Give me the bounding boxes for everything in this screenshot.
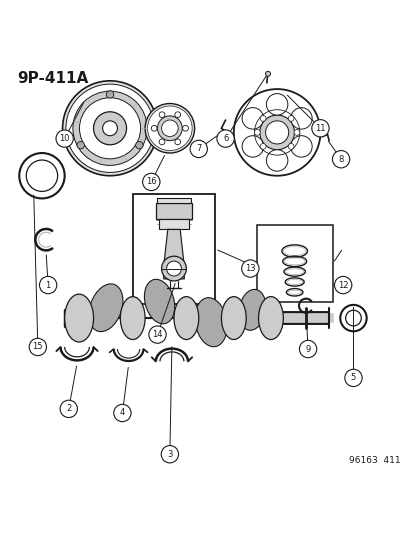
Text: 7: 7	[196, 144, 201, 154]
Circle shape	[145, 103, 194, 153]
Circle shape	[66, 84, 154, 172]
Circle shape	[242, 136, 263, 157]
Circle shape	[56, 130, 73, 147]
Circle shape	[157, 116, 182, 141]
Circle shape	[62, 81, 157, 176]
Circle shape	[147, 106, 192, 150]
Ellipse shape	[173, 297, 198, 340]
Ellipse shape	[238, 289, 265, 330]
Circle shape	[73, 91, 147, 165]
Text: 12: 12	[337, 280, 348, 289]
Circle shape	[159, 112, 164, 118]
Text: 10: 10	[59, 134, 70, 143]
Circle shape	[290, 136, 311, 157]
Text: 16: 16	[146, 177, 156, 187]
Text: 9: 9	[305, 344, 310, 353]
Text: 4: 4	[119, 408, 125, 417]
Text: 2: 2	[66, 405, 71, 414]
Bar	[256, 225, 332, 302]
Circle shape	[77, 141, 84, 149]
Text: 11: 11	[314, 124, 325, 133]
Circle shape	[216, 130, 234, 147]
Circle shape	[344, 369, 361, 386]
Circle shape	[102, 121, 117, 136]
Circle shape	[159, 139, 164, 145]
Circle shape	[265, 121, 288, 144]
Circle shape	[60, 400, 77, 417]
Ellipse shape	[120, 297, 145, 340]
Bar	[158, 219, 189, 229]
Ellipse shape	[195, 297, 227, 347]
Circle shape	[260, 116, 266, 122]
Circle shape	[287, 143, 293, 149]
Text: 3: 3	[167, 450, 172, 459]
Circle shape	[161, 120, 178, 136]
Circle shape	[174, 112, 180, 118]
Circle shape	[293, 130, 299, 135]
Circle shape	[114, 405, 131, 422]
Text: 15: 15	[33, 343, 43, 351]
Circle shape	[174, 139, 180, 145]
Circle shape	[151, 125, 157, 131]
Bar	[156, 203, 191, 219]
Circle shape	[161, 446, 178, 463]
Circle shape	[79, 98, 140, 159]
Text: 13: 13	[244, 264, 255, 273]
Circle shape	[135, 141, 143, 149]
Circle shape	[190, 140, 207, 158]
Circle shape	[142, 173, 159, 191]
Circle shape	[265, 71, 270, 76]
Circle shape	[39, 277, 57, 294]
Text: 5: 5	[350, 374, 355, 382]
Circle shape	[311, 119, 328, 137]
Circle shape	[260, 143, 266, 149]
Polygon shape	[163, 229, 184, 279]
Circle shape	[266, 150, 287, 171]
Circle shape	[29, 338, 46, 356]
Circle shape	[334, 277, 351, 294]
Circle shape	[287, 116, 293, 122]
Circle shape	[259, 115, 294, 150]
Circle shape	[161, 256, 186, 281]
Circle shape	[254, 130, 260, 135]
Circle shape	[299, 341, 316, 358]
Ellipse shape	[144, 279, 174, 324]
Text: 9P-411A: 9P-411A	[17, 70, 88, 85]
Circle shape	[182, 125, 188, 131]
Ellipse shape	[258, 297, 282, 340]
Text: 14: 14	[152, 330, 162, 339]
Circle shape	[148, 326, 166, 343]
Circle shape	[106, 91, 114, 98]
Bar	[157, 198, 190, 203]
Circle shape	[233, 89, 320, 176]
Circle shape	[290, 108, 311, 129]
Ellipse shape	[221, 297, 246, 340]
Text: 6: 6	[222, 134, 228, 143]
Circle shape	[242, 108, 263, 129]
Text: 8: 8	[337, 155, 343, 164]
Ellipse shape	[64, 294, 93, 342]
Circle shape	[166, 261, 181, 276]
Circle shape	[332, 150, 349, 168]
Ellipse shape	[89, 284, 123, 332]
Text: 96163  411: 96163 411	[349, 456, 400, 465]
Circle shape	[93, 112, 126, 145]
Text: 1: 1	[45, 280, 51, 289]
Circle shape	[241, 260, 259, 277]
Circle shape	[266, 94, 287, 115]
Bar	[133, 195, 215, 304]
